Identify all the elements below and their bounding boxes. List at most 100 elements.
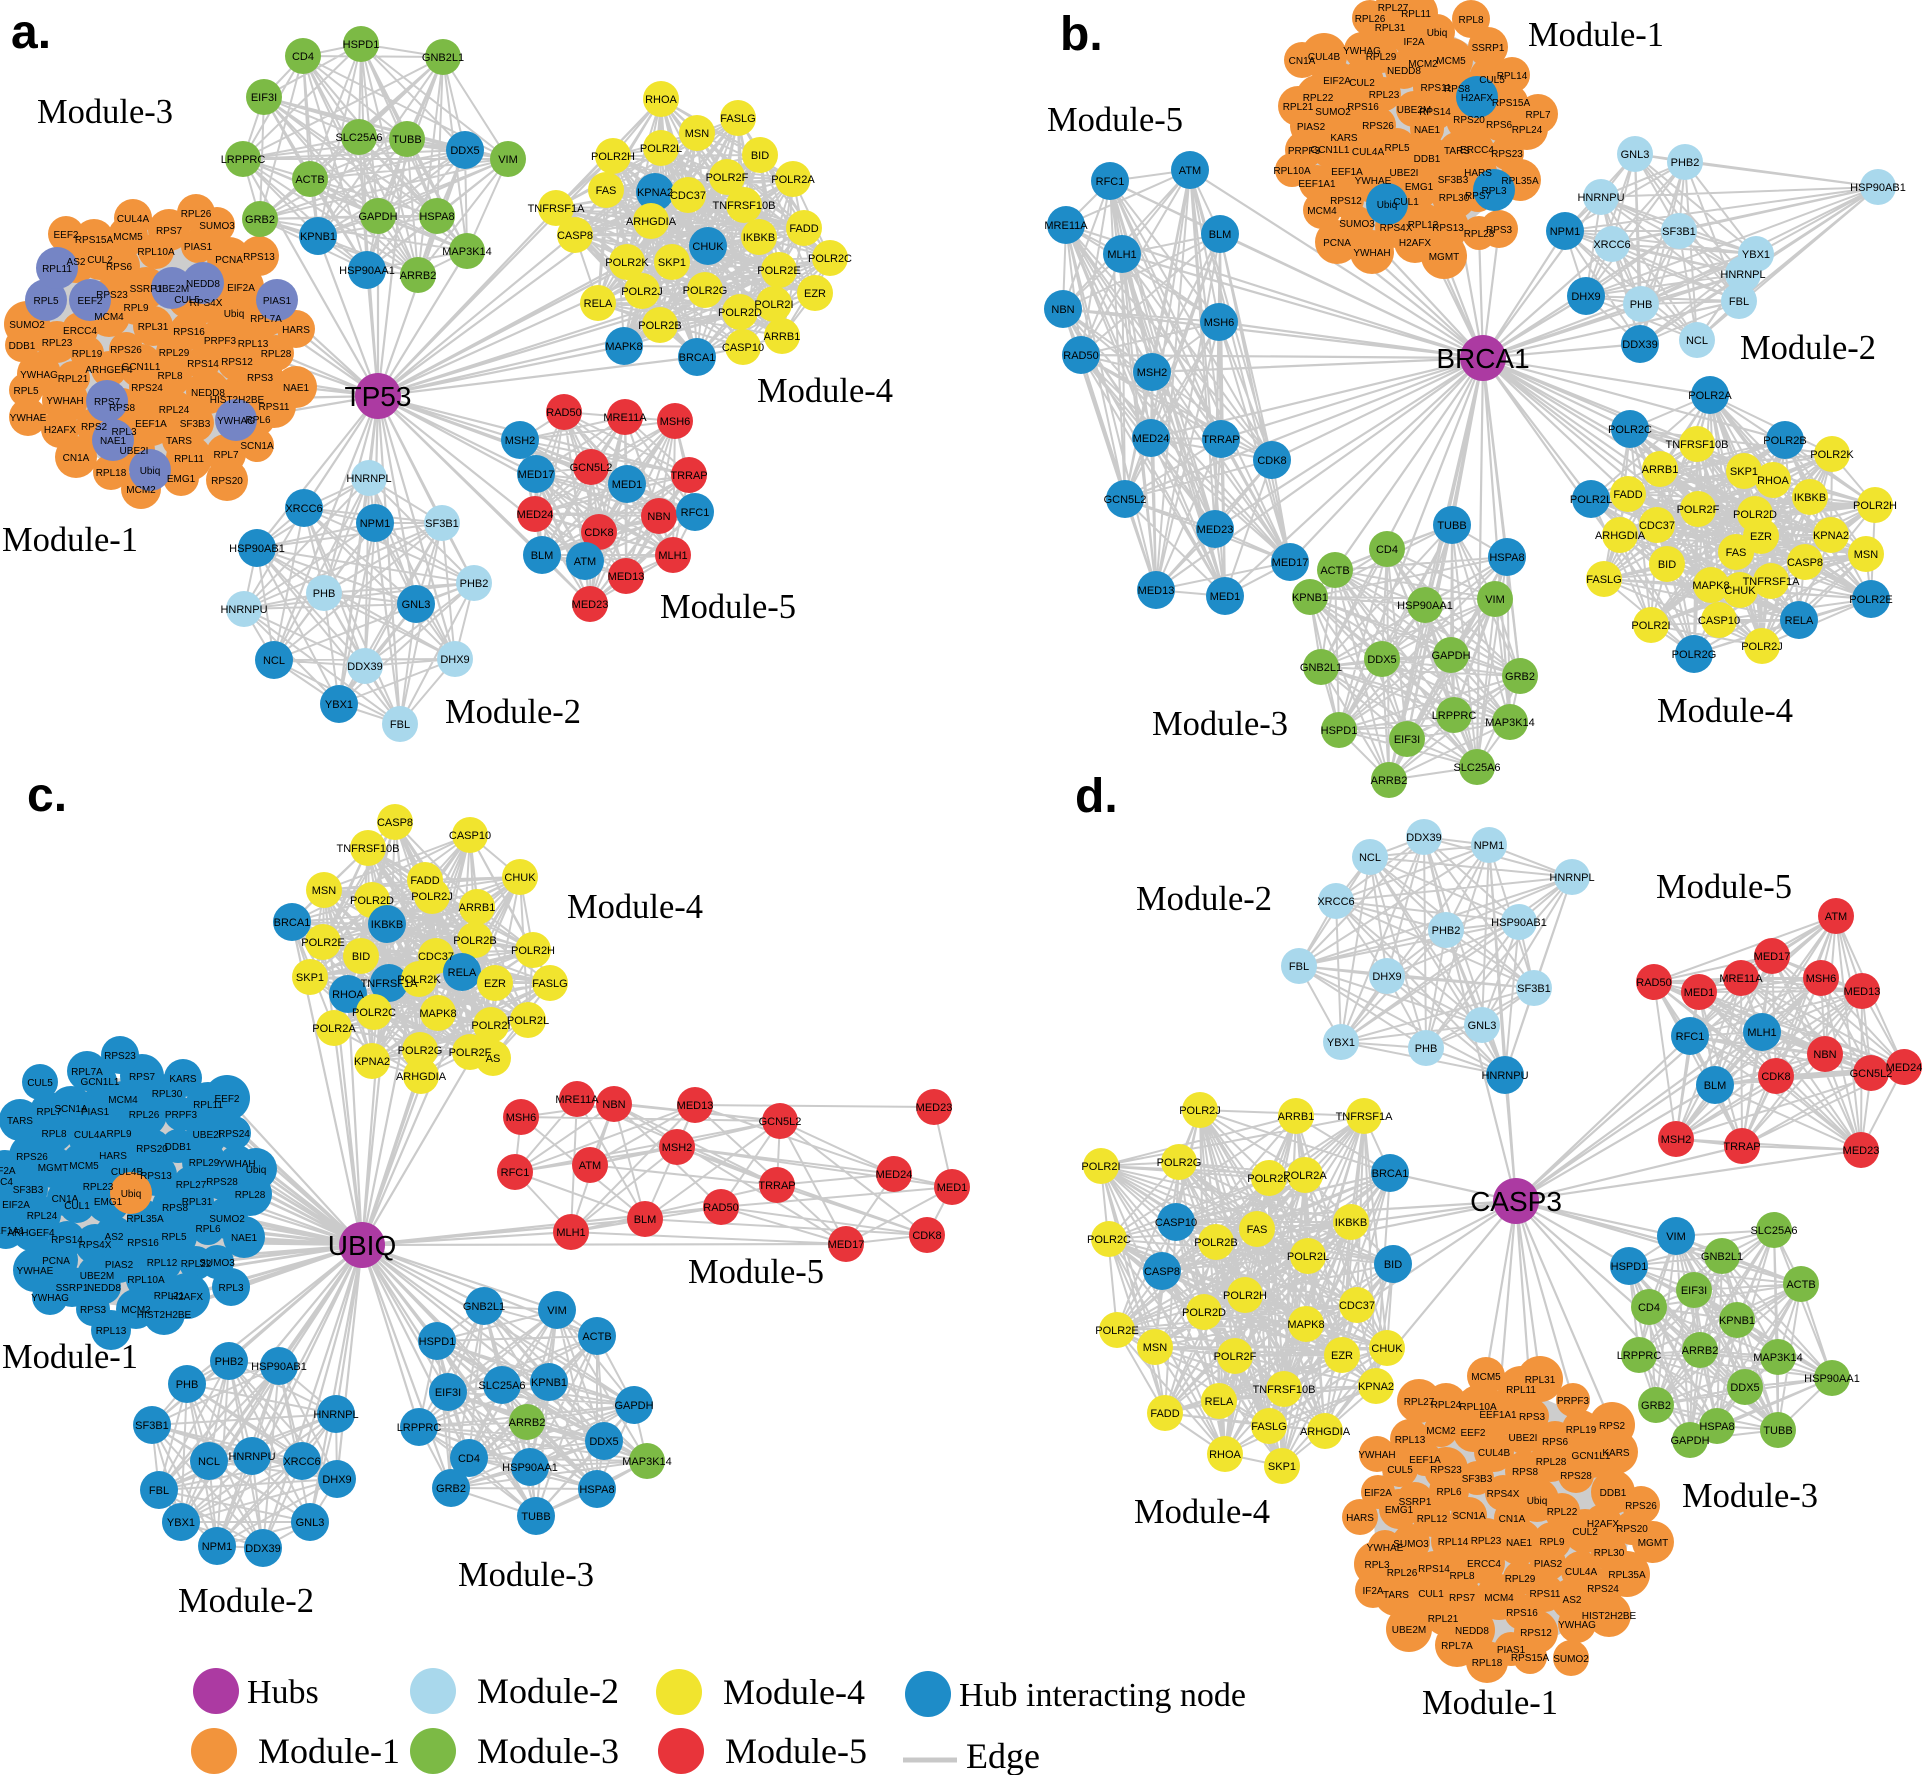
svg-text:ACTB: ACTB [1320,565,1349,577]
svg-text:NPM1: NPM1 [360,518,391,530]
svg-text:MED1: MED1 [1210,591,1241,603]
svg-text:PHB2: PHB2 [460,578,489,590]
svg-text:AS: AS [486,1053,501,1065]
svg-text:H2AFX: H2AFX [171,1292,204,1303]
svg-text:EIF2A: EIF2A [1364,1488,1392,1499]
svg-text:MED1: MED1 [612,479,643,491]
svg-text:POLR2C: POLR2C [352,1007,396,1019]
svg-text:SF3B1: SF3B1 [1662,226,1696,238]
svg-text:FBL: FBL [149,1485,169,1497]
svg-text:MCM4: MCM4 [1484,1593,1514,1604]
svg-text:RPL24: RPL24 [1512,125,1543,136]
svg-text:RPS3: RPS3 [80,1305,107,1316]
svg-text:NCL: NCL [1686,335,1708,347]
svg-text:POLR2A: POLR2A [1688,390,1732,402]
svg-text:RPL12: RPL12 [1417,1514,1448,1525]
svg-text:CUL4A: CUL4A [1565,1567,1598,1578]
svg-text:Module-1: Module-1 [1422,1684,1558,1722]
svg-text:VIM: VIM [547,1305,567,1317]
svg-text:Edge: Edge [966,1736,1040,1775]
svg-text:RPS13: RPS13 [140,1171,172,1182]
svg-text:POLR2D: POLR2D [718,307,762,319]
svg-text:RPL28: RPL28 [261,349,292,360]
svg-text:GNB2L1: GNB2L1 [463,1301,505,1313]
svg-text:RPL11: RPL11 [193,1100,223,1111]
svg-text:CUL4A: CUL4A [117,214,150,225]
svg-text:EEF1A1: EEF1A1 [1479,1410,1517,1421]
svg-text:CDC37: CDC37 [670,190,706,202]
svg-text:MED13: MED13 [608,571,645,583]
svg-text:PCNA: PCNA [1323,238,1351,249]
svg-text:RFC1: RFC1 [1096,176,1125,188]
svg-text:CUL2: CUL2 [1572,1527,1598,1538]
svg-text:RPL29: RPL29 [189,1158,220,1169]
svg-text:RPS20: RPS20 [1616,1524,1648,1535]
svg-text:BLM: BLM [634,1214,657,1226]
svg-text:RPS23: RPS23 [104,1051,136,1062]
svg-text:RPS26: RPS26 [1362,121,1394,132]
svg-text:ARHGDIA: ARHGDIA [396,1071,447,1083]
svg-text:POLR2G: POLR2G [1157,1157,1202,1169]
svg-text:YWHAG: YWHAG [31,1293,69,1304]
svg-text:CUL4B: CUL4B [111,1167,144,1178]
svg-text:TUBB: TUBB [521,1511,550,1523]
svg-text:RPS23: RPS23 [96,290,128,301]
svg-text:FASLG: FASLG [532,978,567,990]
svg-text:SLC25A6: SLC25A6 [1453,762,1500,774]
svg-text:POLR2B: POLR2B [638,320,681,332]
svg-text:MCM2: MCM2 [1426,1426,1456,1437]
svg-text:NPM1: NPM1 [1474,840,1505,852]
svg-text:RPS14: RPS14 [51,1235,83,1246]
svg-text:TUBB: TUBB [1763,1425,1792,1437]
svg-text:UBE2I: UBE2I [120,446,149,457]
svg-text:RPS26: RPS26 [1625,1501,1657,1512]
svg-text:RPL23: RPL23 [1369,90,1400,101]
svg-text:Ubiq: Ubiq [246,1165,267,1176]
svg-text:PIAS2: PIAS2 [105,1260,134,1271]
svg-text:SSRP1: SSRP1 [56,1283,89,1294]
svg-text:TP53: TP53 [345,381,412,412]
svg-text:PRPF3: PRPF3 [204,336,237,347]
svg-text:MED1: MED1 [937,1182,968,1194]
svg-text:HARS: HARS [1464,168,1492,179]
svg-text:RPL27: RPL27 [176,1180,207,1191]
svg-text:Module-2: Module-2 [178,1582,314,1620]
svg-text:RPL19: RPL19 [72,349,103,360]
svg-text:POLR2E: POLR2E [757,265,800,277]
svg-text:POLR2J: POLR2J [621,286,663,298]
svg-text:DDB1: DDB1 [1600,1488,1627,1499]
svg-text:RELA: RELA [448,967,477,979]
svg-text:YWHAG: YWHAG [217,416,255,427]
svg-text:IF2A: IF2A [1362,1586,1383,1597]
svg-text:TRRAP: TRRAP [758,1180,795,1192]
svg-text:HSP90AB1: HSP90AB1 [229,543,285,555]
svg-text:RHOA: RHOA [1757,475,1789,487]
svg-text:HNRNPL: HNRNPL [346,473,391,485]
svg-text:POLR2I: POLR2I [754,299,793,311]
svg-text:UBE2I: UBE2I [193,1130,222,1141]
svg-text:RPL12: RPL12 [147,1258,178,1269]
svg-text:RELA: RELA [584,298,613,310]
svg-text:RPL21: RPL21 [1283,102,1314,113]
svg-text:EEF1A1: EEF1A1 [1298,179,1336,190]
svg-text:GAPDH: GAPDH [1670,1435,1709,1447]
svg-text:MSH6: MSH6 [1204,317,1235,329]
svg-text:YWHAE: YWHAE [1367,1543,1404,1554]
svg-text:MRE11A: MRE11A [1719,973,1763,985]
svg-text:SUMO2: SUMO2 [1315,107,1351,118]
svg-text:RPS4X: RPS4X [1487,1489,1520,1500]
svg-text:ARRB2: ARRB2 [509,1417,546,1429]
svg-text:TNFRSF10B: TNFRSF10B [713,200,776,212]
svg-text:NCL: NCL [1359,852,1381,864]
svg-text:Module-1: Module-1 [2,521,138,559]
svg-text:FAS: FAS [596,185,617,197]
svg-text:POLR2I: POLR2I [1631,620,1670,632]
svg-text:EIF2A: EIF2A [1323,76,1351,87]
svg-text:IKBKB: IKBKB [743,232,775,244]
svg-text:LRPPRC: LRPPRC [221,154,266,166]
svg-text:RPS28: RPS28 [1560,1471,1592,1482]
svg-text:RPL12: RPL12 [1408,220,1439,231]
svg-text:EEF1A1: EEF1A1 [0,1226,25,1237]
svg-text:CASP10: CASP10 [1155,1217,1197,1229]
svg-text:YBX1: YBX1 [1327,1037,1355,1049]
